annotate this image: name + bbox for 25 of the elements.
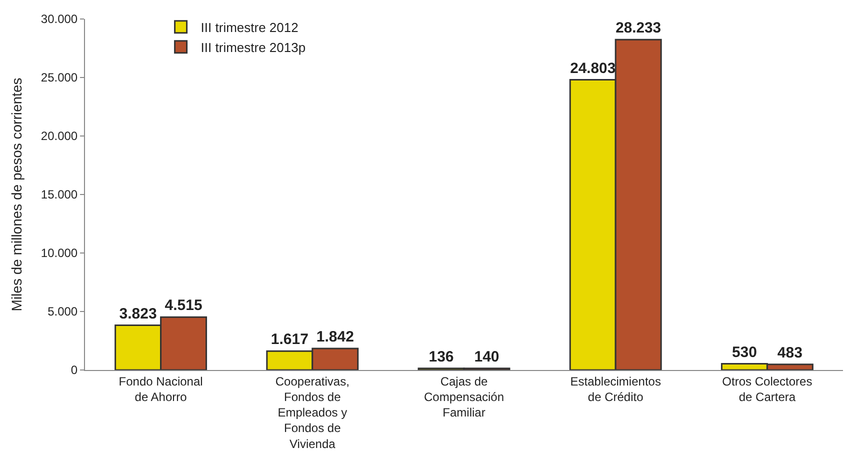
legend-label: III trimestre 2012 — [200, 20, 298, 35]
y-tick-label: 0 — [70, 363, 78, 378]
data-label: 4.515 — [164, 297, 202, 314]
data-label: 483 — [777, 344, 802, 362]
data-label: 1.842 — [316, 328, 354, 346]
x-tick-label: Fondo Nacional de Ahorro — [118, 374, 203, 404]
x-tick-label: Otros Colectores de Cartera — [722, 374, 812, 404]
data-label: 3.823 — [119, 305, 157, 322]
y-axis-title: Miles de millones de pesos corrientes — [8, 78, 24, 312]
x-tick-label: Cajas de Compensación Familiar — [424, 374, 504, 420]
x-tick-label: Cooperativas, Fondos de Empleados y Fondos de Vivienda — [275, 374, 350, 451]
x-tick-label: Establecimientos de Crédito — [570, 374, 661, 404]
data-label: 530 — [732, 344, 757, 361]
y-tick-label: 30.000 — [40, 12, 78, 26]
data-label: 140 — [474, 348, 500, 366]
y-tick-label: 10.000 — [40, 246, 78, 260]
data-label: 136 — [428, 348, 454, 366]
y-tick-label: 25.000 — [40, 70, 78, 85]
y-tick-label: 5.000 — [48, 304, 78, 319]
data-label: 24.803 — [570, 60, 616, 77]
data-label: 28.233 — [616, 20, 662, 37]
data-label: 1.617 — [270, 331, 308, 348]
legend-label: III trimestre 2013p — [200, 40, 306, 55]
y-tick-label: 15.000 — [40, 188, 78, 202]
y-tick-label: 20.000 — [40, 129, 78, 144]
